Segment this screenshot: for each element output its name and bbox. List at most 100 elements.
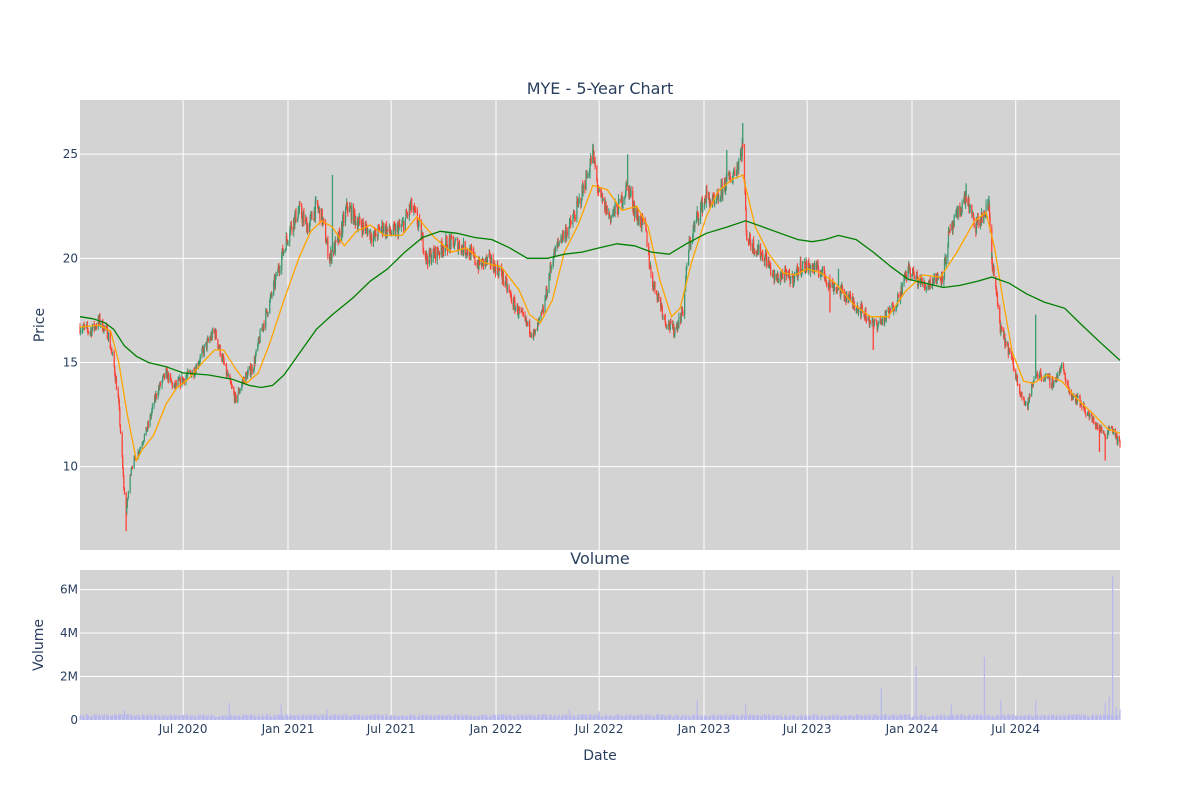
candle-body	[875, 320, 877, 322]
candle-body	[161, 380, 163, 386]
volume-bar	[1087, 716, 1089, 720]
volume-bar	[733, 714, 735, 720]
candle-body	[275, 272, 277, 278]
candle-body	[530, 333, 532, 336]
candle-body	[865, 309, 867, 320]
candle-body	[745, 208, 747, 231]
volume-bar	[689, 716, 691, 720]
candle-body	[550, 266, 552, 269]
volume-bar	[820, 716, 822, 720]
candle-body	[765, 253, 767, 257]
candle-body	[1109, 428, 1111, 430]
volume-bar	[749, 714, 751, 720]
volume-bar	[626, 716, 628, 720]
volume-bar	[1081, 714, 1083, 720]
candle-body	[223, 361, 225, 365]
candle-body	[637, 212, 639, 220]
volume-bar	[822, 714, 824, 720]
candle-body	[589, 164, 591, 174]
volume-bar	[181, 714, 183, 720]
candle-body	[776, 278, 778, 280]
volume-bar	[824, 715, 826, 720]
candle-body	[869, 322, 871, 323]
volume-bar	[988, 716, 990, 720]
volume-bar	[893, 716, 895, 720]
volume-bar	[818, 716, 820, 720]
moving-average-line	[79, 220, 1121, 389]
volume-bar	[753, 714, 755, 720]
volume-bar	[266, 714, 268, 720]
candle-body	[278, 266, 280, 271]
volume-bar	[728, 717, 730, 720]
volume-bar	[762, 714, 764, 720]
candle-body	[1016, 375, 1018, 376]
candle-body	[489, 253, 491, 255]
volume-bar	[889, 715, 891, 720]
volume-bar	[115, 716, 117, 720]
volume-bar	[857, 715, 859, 720]
candle-body	[709, 202, 711, 207]
volume-bar	[390, 715, 392, 720]
candle-body	[436, 247, 438, 261]
candle-body	[89, 332, 91, 333]
volume-bar	[166, 716, 168, 720]
candle-body	[983, 214, 985, 223]
volume-bar	[1011, 714, 1013, 720]
candle-body	[760, 252, 763, 257]
volume-bar	[741, 715, 743, 720]
volume-bar	[912, 715, 914, 720]
volume-bar	[693, 714, 695, 720]
candle-body	[893, 309, 895, 312]
candle-body	[360, 223, 363, 228]
volume-bar	[321, 714, 323, 720]
volume-bar	[430, 715, 432, 720]
volume-bar	[158, 714, 160, 720]
candle-body	[1004, 333, 1006, 346]
volume-bar	[534, 715, 536, 720]
volume-bar	[408, 715, 410, 720]
candle-body	[110, 348, 112, 350]
volume-bar	[102, 715, 104, 720]
volume-bar	[154, 717, 156, 720]
candle-body	[408, 205, 410, 217]
volume-bar	[820, 716, 822, 720]
candle-body	[621, 195, 623, 207]
volume-bar	[1036, 716, 1038, 720]
volume-bar	[552, 716, 554, 720]
volume-bar	[596, 715, 598, 720]
candle-body	[147, 422, 149, 426]
candle-body	[582, 184, 584, 193]
volume-bar	[379, 715, 381, 720]
volume-bar	[904, 714, 906, 720]
volume-bar	[427, 714, 429, 720]
volume-bar	[235, 716, 237, 720]
volume-bar	[1063, 714, 1065, 720]
candle-body	[816, 263, 818, 270]
candle-body	[457, 246, 459, 252]
candle-body	[668, 321, 670, 328]
volume-bar	[761, 716, 763, 720]
volume-bar	[211, 717, 213, 720]
volume-bar	[660, 716, 662, 720]
candle-body	[1021, 392, 1023, 398]
candle-body	[159, 382, 161, 386]
volume-bar	[350, 716, 352, 720]
candle-body	[732, 174, 734, 179]
volume-bar	[182, 714, 184, 720]
candle-body	[597, 188, 599, 191]
volume-bar	[1068, 714, 1070, 720]
price-y-tick-label: 20	[63, 251, 78, 265]
volume-bar	[253, 715, 255, 720]
candle-body	[1035, 375, 1037, 377]
volume-bar	[470, 714, 472, 720]
volume-bar	[492, 714, 494, 720]
volume-bar	[917, 716, 919, 720]
volume-bar	[109, 716, 111, 720]
candle-body	[1052, 378, 1054, 388]
volume-bar	[835, 715, 837, 720]
volume-bar	[943, 714, 945, 720]
candle-body	[298, 210, 300, 212]
candle-body	[150, 413, 152, 418]
volume-bar	[143, 716, 145, 720]
